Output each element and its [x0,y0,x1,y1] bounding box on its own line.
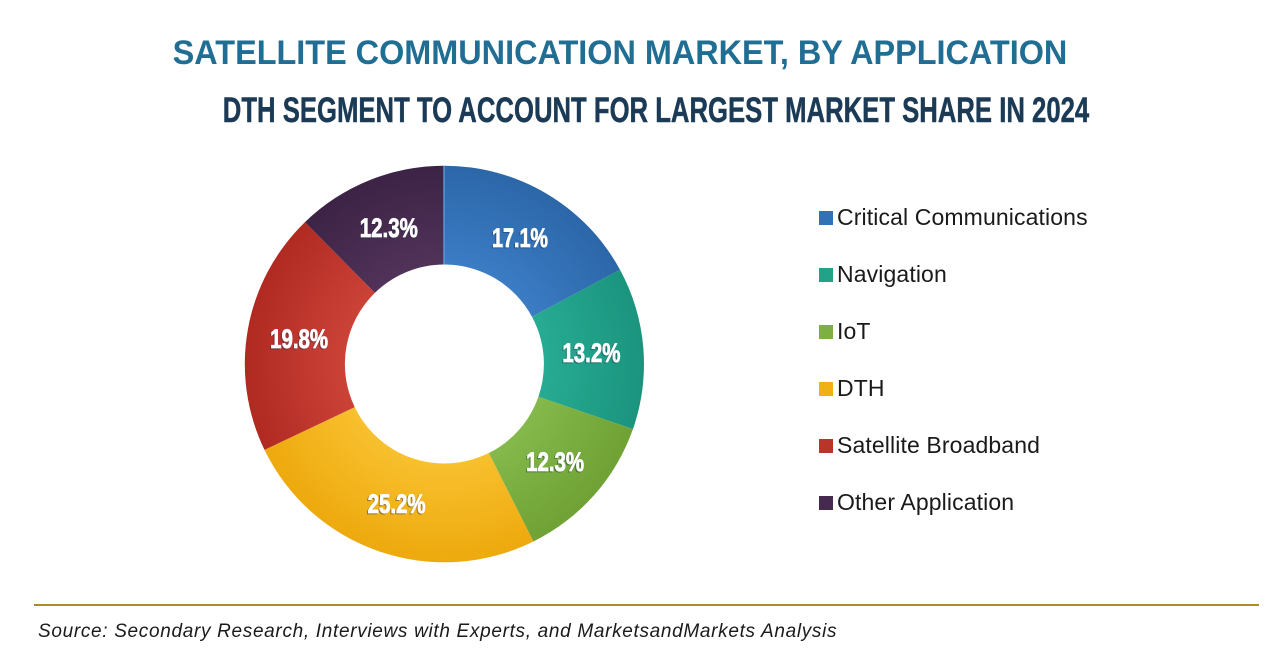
svg-text:17.1%: 17.1% [492,223,548,253]
svg-text:13.2%: 13.2% [561,339,619,369]
svg-text:19.8%: 19.8% [269,325,327,355]
svg-text:25.2%: 25.2% [367,490,425,520]
svg-text:12.3%: 12.3% [525,448,583,478]
svg-text:12.3%: 12.3% [359,214,417,244]
svg-text:13.2%: 13.2% [562,338,620,368]
svg-text:12.3%: 12.3% [526,447,584,477]
svg-text:25.2%: 25.2% [368,489,426,519]
svg-text:12.3%: 12.3% [360,213,418,243]
svg-text:19.8%: 19.8% [270,324,328,354]
svg-text:17.1%: 17.1% [491,224,547,254]
